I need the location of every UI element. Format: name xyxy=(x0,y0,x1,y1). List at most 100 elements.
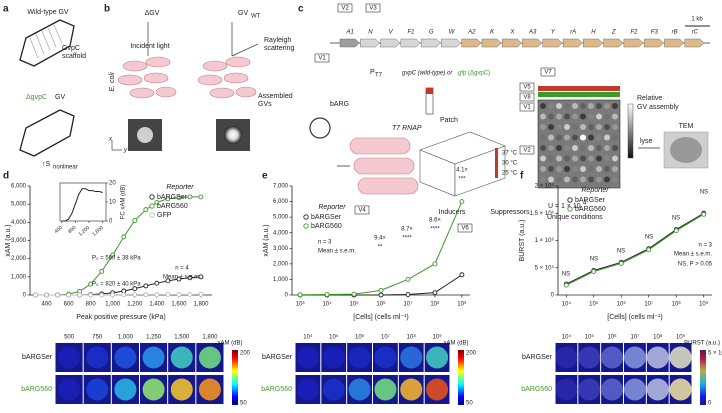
well xyxy=(540,176,546,183)
image-spot xyxy=(623,346,646,369)
column-label: 10⁶ xyxy=(355,334,365,341)
well xyxy=(612,113,618,120)
panel-label: e xyxy=(262,171,268,182)
point xyxy=(154,292,160,298)
annotation: NS xyxy=(590,257,598,263)
colorbar-min: 50 xyxy=(240,401,247,407)
well xyxy=(564,124,570,130)
inset-x-tick-label: 400 xyxy=(54,225,64,235)
point xyxy=(66,292,72,298)
well xyxy=(604,113,610,120)
gene xyxy=(643,38,664,48)
x-tick-label: 10⁷ xyxy=(404,301,413,308)
image-spot xyxy=(58,346,81,369)
point xyxy=(646,247,652,253)
y-axis-label: xAM (a.u.) xyxy=(5,224,12,256)
gv-shape xyxy=(19,109,75,157)
inset-x-tick-label: 1,600 xyxy=(91,225,105,238)
panel-label: b xyxy=(104,4,110,15)
label: ΔgvpC xyxy=(26,94,47,101)
gene-label: G xyxy=(429,30,434,36)
y-tick-label: 2,000 xyxy=(11,256,27,262)
annotation: n = 4 xyxy=(175,266,189,272)
image-spot xyxy=(669,378,692,401)
vector-box xyxy=(519,92,535,102)
x-axis-label: Peak positive pressure (kPa) xyxy=(76,314,165,321)
annotation: Mean ± s.e.m. xyxy=(674,252,712,258)
point xyxy=(110,292,116,298)
gene xyxy=(380,38,401,48)
well xyxy=(596,155,602,162)
image-spot xyxy=(426,346,449,369)
point xyxy=(44,292,49,298)
well xyxy=(556,124,562,130)
well xyxy=(548,134,554,141)
point xyxy=(459,199,465,205)
gene-label: A1 xyxy=(345,30,353,36)
well xyxy=(588,124,594,130)
legend-label: bARG560 xyxy=(311,223,342,230)
well xyxy=(564,103,570,109)
point xyxy=(110,252,116,258)
gene-label: W xyxy=(449,30,456,36)
gene xyxy=(603,38,624,48)
colorbar-label: xAM (dB) xyxy=(217,341,242,347)
label: GVs xyxy=(258,101,272,108)
row-label: bARGSer xyxy=(262,354,293,361)
column-label: 10⁴ xyxy=(562,334,572,341)
plate xyxy=(537,99,621,189)
gene xyxy=(664,38,685,48)
legend-marker xyxy=(149,203,155,209)
panel-label: d xyxy=(3,171,9,182)
well xyxy=(572,103,578,109)
label: WT xyxy=(251,14,261,20)
point xyxy=(55,292,61,298)
inset-x-tick-label: 800 xyxy=(67,225,77,235)
cells xyxy=(349,137,419,195)
well xyxy=(604,103,610,109)
well xyxy=(564,113,570,120)
well xyxy=(572,134,578,141)
image-spot xyxy=(646,346,669,369)
label: 1 kb xyxy=(691,17,703,23)
point xyxy=(88,292,94,298)
gene-label: V xyxy=(389,30,394,36)
point xyxy=(165,292,171,297)
point xyxy=(563,282,569,288)
label: Patch xyxy=(440,117,458,124)
well xyxy=(604,166,610,172)
label: 37 °C xyxy=(502,151,518,157)
hatch xyxy=(29,24,63,59)
panel-label: c xyxy=(298,4,304,15)
well xyxy=(548,166,554,172)
legend-title: Reporter xyxy=(166,184,194,191)
point xyxy=(591,269,597,275)
plasmid xyxy=(309,117,331,139)
gene xyxy=(542,38,563,48)
point xyxy=(378,287,384,293)
vector-label: V5 xyxy=(523,85,531,91)
image-spot xyxy=(322,346,345,369)
vector-label: V1 xyxy=(318,56,326,62)
image-spot xyxy=(86,346,109,369)
label: ΔGV xyxy=(145,10,160,17)
image-spot xyxy=(348,346,371,369)
gene-label: rB xyxy=(672,30,678,36)
label: GvpC xyxy=(62,45,80,52)
vector-box xyxy=(519,145,535,155)
colorbar-max: 200 xyxy=(466,351,477,357)
legend-label: bARGSer xyxy=(575,197,606,204)
x-tick-label: 400 xyxy=(42,302,53,308)
inset-y-tick-label: 20 xyxy=(109,181,116,187)
point xyxy=(187,194,193,200)
well xyxy=(556,155,562,162)
legend-label: bARGSer xyxy=(311,214,342,221)
well xyxy=(548,155,554,162)
well xyxy=(596,113,602,120)
x-tick-label: 800 xyxy=(86,302,97,308)
well xyxy=(572,155,578,162)
column-label: 10⁵ xyxy=(585,334,595,341)
well xyxy=(588,145,594,151)
well xyxy=(548,124,554,130)
column-label: 10⁸ xyxy=(653,334,663,341)
